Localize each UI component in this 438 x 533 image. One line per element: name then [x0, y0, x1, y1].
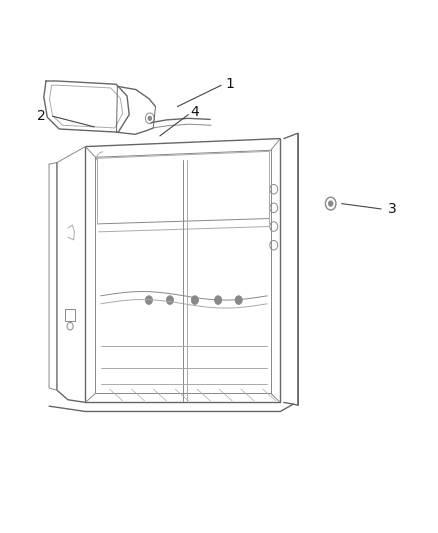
Circle shape [235, 296, 242, 304]
Text: 3: 3 [388, 202, 396, 216]
Circle shape [145, 296, 152, 304]
Circle shape [215, 296, 222, 304]
Circle shape [166, 296, 173, 304]
Circle shape [148, 116, 152, 120]
Text: 1: 1 [226, 77, 234, 91]
Text: 4: 4 [191, 105, 199, 119]
Circle shape [191, 296, 198, 304]
Text: 2: 2 [37, 109, 46, 123]
Circle shape [328, 201, 333, 206]
